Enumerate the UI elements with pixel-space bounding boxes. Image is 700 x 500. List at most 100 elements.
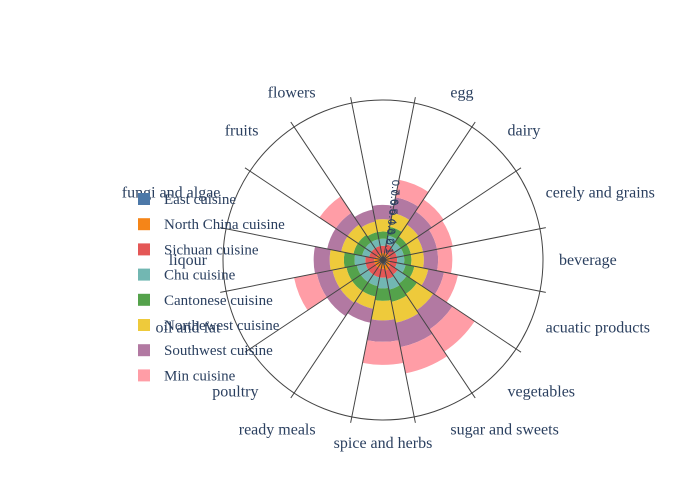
bar-4-8 [377,277,389,289]
bar-4-1 [386,235,397,247]
bar-8-1 [395,179,429,207]
radial-tick-label-6: 0.6 [388,190,400,205]
bar-6-4 [410,252,424,268]
radial-tick-label-3: 0.3 [385,219,397,234]
bar-5-8 [375,287,391,301]
legend-label-2: North China cuisine [164,217,285,233]
spoke-14 [293,126,384,261]
category-label-8: spice and herbs [334,435,433,452]
bar-3-11 [365,261,376,270]
legend-label-7: Southwest cuisine [164,343,273,359]
category-label-11: oil and fat [156,319,221,336]
spoke-2 [382,170,517,261]
bar-5-15 [367,232,379,243]
bar-4-16 [378,238,388,247]
category-label-12: liqour [169,252,208,269]
spoke-3 [382,228,541,261]
bar-7-10 [326,288,355,317]
legend-swatch-3 [138,243,150,256]
bar-5-16 [377,231,389,240]
bar-8-5 [434,272,458,303]
category-label-7: sugar and sweets [450,422,558,439]
bar-4-7 [386,276,400,290]
bar-3-5 [388,261,397,268]
bar-3-10 [368,264,379,275]
legend-item-7[interactable]: Southwest cuisine [138,343,273,359]
legend-label-4: Chu cuisine [164,268,236,284]
category-label-9: ready meals [239,422,316,439]
spoke-tick-16 [413,97,416,104]
bar-3-14 [371,248,380,257]
legend-label-6: Northewest cuisine [164,318,280,334]
spoke-1 [382,126,473,261]
bar-4-9 [368,274,380,287]
bar-8-6 [429,306,475,352]
spoke-tick-3 [539,227,546,230]
radial-ticks-layer: 0.10.20.30.40.50.60.7 [383,180,401,254]
bar-4-11 [356,263,369,275]
legend-item-5[interactable]: Cantonese cuisine [138,293,273,309]
spoke-tick-12 [220,227,227,230]
bar-2-14 [377,254,382,259]
bar-3-13 [369,252,378,259]
category-label-10: poultry [212,384,258,401]
spoke-tick-15 [350,97,353,104]
bar-7-4 [423,249,439,271]
bar-4-15 [371,239,381,249]
bar-6-11 [332,267,352,289]
bar-5-1 [387,226,402,240]
legend-swatch-8 [138,369,150,382]
bar-8-14 [319,196,352,229]
legend-item-6[interactable]: Northewest cuisine [138,318,280,334]
legend-item-8[interactable]: Min cuisine [138,368,236,384]
spoke-7 [382,259,415,418]
bar-5-6 [398,275,417,294]
category-label-5: acuatic products [546,319,650,336]
spoke-13 [249,170,384,261]
spoke-tick-11 [220,290,227,293]
bar-7-9 [347,301,374,323]
category-label-3: cerely and grains [546,185,655,202]
spoke-8 [351,259,384,418]
bar-4-6 [392,269,407,284]
bar-2-2 [384,254,389,259]
category-label-1: egg [450,84,473,101]
spoke-tick-8 [350,416,353,423]
bar-6-8 [371,300,395,321]
category-label-6: vegetables [508,384,576,401]
bar-5-10 [351,274,369,292]
legend-swatch-4 [138,268,150,281]
legend-item-1[interactable]: East cuisine [138,192,236,208]
bar-8-7 [400,333,448,374]
legend-label-8: Min cuisine [164,368,236,384]
bar-6-12 [329,249,345,271]
bar-7-1 [392,197,419,221]
legend-item-4[interactable]: Chu cuisine [138,268,236,284]
spoke-tick-5 [515,348,522,353]
bar-4-3 [394,248,404,258]
outer-circle [222,99,544,421]
bar-7-6 [416,293,453,330]
legend-item-3[interactable]: Sichuan cuisine [138,242,259,258]
legend-item-2[interactable]: North China cuisine [138,217,285,233]
spoke-tick-2 [515,167,522,172]
bar-5-2 [394,236,407,249]
bar-7-12 [313,246,331,274]
bar-7-7 [395,313,433,348]
spoke-tick-10 [244,348,251,353]
bar-8-4 [437,246,453,274]
bar-7-14 [335,212,360,237]
bar-3-7 [385,268,394,280]
spoke-15 [351,102,384,261]
bar-3-15 [375,246,382,255]
bar-4-13 [362,248,372,258]
category-label-4: beverage [559,252,617,269]
bar-3-9 [373,267,382,278]
radial-tick-label-4: 0.4 [386,209,398,224]
bar-6-10 [340,280,363,303]
bar-8-8 [362,340,404,365]
radial-tick-label-2: 0.2 [384,229,396,244]
bar-6-16 [375,219,391,233]
